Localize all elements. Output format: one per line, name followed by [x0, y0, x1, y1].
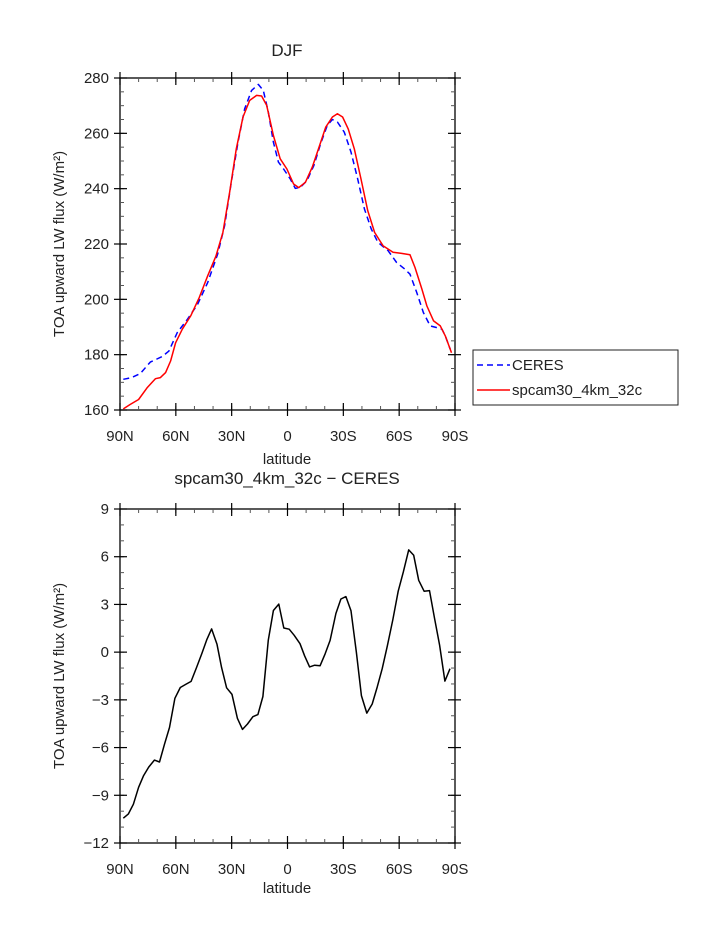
top-y-tick-label: 180	[84, 347, 109, 364]
bottom-y-tick-label: 9	[101, 501, 109, 518]
bottom-y-tick-label: 6	[101, 549, 109, 566]
top-x-axis-label: latitude	[263, 451, 311, 468]
bottom-series-spcam30-4km-32c-ceres-line	[122, 549, 451, 819]
legend: CERES spcam30_4km_32c	[472, 349, 679, 406]
bottom-x-tick-label: 0	[283, 861, 291, 878]
bottom-panel-difference: spcam30_4km_32c − CERES TOA upward LW fl…	[51, 469, 468, 897]
top-x-tick-label: 90N	[106, 428, 134, 445]
bottom-y-tick-label: 0	[101, 644, 109, 661]
bottom-y-axis-label: TOA upward LW flux (W/m²)	[51, 583, 68, 769]
legend-label-model: spcam30_4km_32c	[512, 382, 643, 399]
top-x-tick-label: 90S	[442, 428, 469, 445]
top-x-tick-label: 30N	[218, 428, 246, 445]
top-x-tick-label: 60S	[386, 428, 413, 445]
top-y-axis-label: TOA upward LW flux (W/m²)	[51, 151, 68, 337]
top-y-tick-label: 160	[84, 402, 109, 419]
top-x-tick-label: 60N	[162, 428, 190, 445]
legend-box	[472, 349, 679, 406]
bottom-x-tick-label: 90N	[106, 861, 134, 878]
bottom-chart-title: spcam30_4km_32c − CERES	[174, 469, 399, 488]
top-panel-djf: DJF TOA upward LW flux (W/m²) latitude C…	[51, 41, 679, 468]
top-y-tick-label: 240	[84, 181, 109, 198]
bottom-plot-frame	[119, 508, 456, 844]
top-series-ceres-line	[123, 83, 452, 381]
bottom-y-tick-label: −6	[92, 740, 109, 757]
bottom-y-tick-label: −9	[92, 787, 109, 804]
bottom-y-tick-label: −12	[84, 835, 109, 852]
bottom-x-tick-label: 90S	[442, 861, 469, 878]
top-x-tick-label: 30S	[330, 428, 357, 445]
top-y-tick-label: 220	[84, 236, 109, 253]
legend-label-ceres: CERES	[512, 357, 564, 374]
bottom-x-tick-label: 30N	[218, 861, 246, 878]
bottom-x-axis-label: latitude	[263, 880, 311, 897]
top-series-spcam30-4km-32c-line	[122, 94, 453, 410]
top-x-tick-label: 0	[283, 428, 291, 445]
bottom-x-tick-label: 60N	[162, 861, 190, 878]
top-y-tick-label: 200	[84, 291, 109, 308]
bottom-y-tick-label: 3	[101, 596, 109, 613]
top-y-tick-label: 260	[84, 125, 109, 142]
bottom-x-tick-label: 60S	[386, 861, 413, 878]
top-y-tick-label: 280	[84, 70, 109, 87]
top-chart-title: DJF	[271, 41, 302, 60]
bottom-x-tick-label: 30S	[330, 861, 357, 878]
bottom-y-tick-label: −3	[92, 692, 109, 709]
